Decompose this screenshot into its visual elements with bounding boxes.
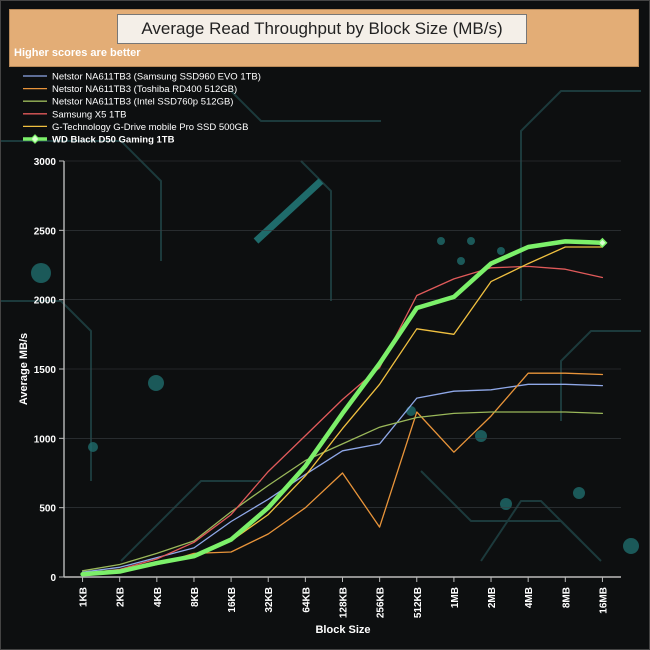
title-banner: Average Read Throughput by Block Size (M… bbox=[9, 9, 639, 67]
x-axis-title: Block Size bbox=[315, 624, 370, 636]
circuit-trace bbox=[480, 500, 582, 562]
chart-axes: 0 500 1000 1500 2000 2500 3000 1KB 2KB 4KB 8KB 16KB… bbox=[34, 157, 621, 618]
y-tick-label: 1000 bbox=[34, 434, 57, 445]
circuit-node bbox=[457, 257, 465, 265]
circuit-trace bbox=[1, 140, 162, 261]
x-tick-label: 64KB bbox=[301, 587, 312, 613]
x-tick-label: 2KB bbox=[116, 587, 127, 607]
series-line bbox=[81, 372, 604, 575]
x-tick-label: 1KB bbox=[79, 587, 90, 607]
circuit-node bbox=[31, 263, 51, 283]
y-tick-label: 2000 bbox=[34, 296, 57, 307]
circuit-trace bbox=[230, 90, 381, 122]
x-tick-label: 128KB bbox=[339, 587, 350, 618]
x-tick-label: 32KB bbox=[264, 587, 275, 613]
legend-entry-label: G-Technology G-Drive mobile Pro SSD 500G… bbox=[52, 122, 248, 133]
x-tick-label: 4KB bbox=[153, 587, 164, 607]
circuit-node bbox=[500, 498, 512, 510]
legend-entry-label: WD Black D50 Gaming 1TB bbox=[52, 135, 175, 146]
y-gridlines bbox=[64, 160, 621, 578]
y-tick-label: 0 bbox=[50, 573, 56, 584]
circuit-trace bbox=[520, 90, 641, 301]
y-tick-label: 2500 bbox=[34, 226, 57, 237]
circuit-trace bbox=[300, 160, 332, 301]
x-tick-label: 16MB bbox=[598, 587, 609, 614]
y-tick-label: 500 bbox=[39, 504, 56, 515]
series-line bbox=[81, 411, 604, 572]
circuit-node bbox=[406, 406, 416, 416]
circuit-trace bbox=[560, 330, 641, 421]
x-tick-label: 16KB bbox=[227, 587, 238, 613]
circuit-node bbox=[475, 430, 487, 442]
series-line bbox=[81, 383, 604, 573]
x-tick-label: 512KB bbox=[413, 587, 424, 618]
x-tick-label: 256KB bbox=[376, 587, 387, 618]
legend-entry-label: Netstor NA611TB3 (Intel SSD760p 512GB) bbox=[52, 97, 233, 108]
x-tick-label: 8KB bbox=[190, 587, 201, 607]
circuit-trace bbox=[253, 178, 324, 244]
circuit-background-decoration bbox=[1, 90, 641, 562]
legend-entry-label: Netstor NA611TB3 (Toshiba RD400 512GB) bbox=[52, 84, 237, 95]
chart-title: Average Read Throughput by Block Size (M… bbox=[117, 14, 527, 44]
y-tick-label: 1500 bbox=[34, 365, 57, 376]
series-line-wd-black-d50 bbox=[80, 239, 605, 577]
x-tick-label: 1MB bbox=[450, 587, 461, 608]
circuit-trace bbox=[120, 480, 261, 562]
x-tick-label: 8MB bbox=[561, 587, 572, 608]
legend-entry-label: Samsung X5 1TB bbox=[52, 109, 126, 120]
circuit-node bbox=[623, 538, 639, 554]
legend: Netstor NA611TB3 (Samsung SSD960 EVO 1TB… bbox=[23, 72, 261, 146]
circuit-node bbox=[88, 442, 98, 452]
y-tick-label: 3000 bbox=[34, 157, 57, 168]
x-tick-label: 4MB bbox=[524, 587, 535, 608]
y-axis-title: Average MB/s bbox=[18, 333, 30, 405]
circuit-node bbox=[148, 375, 164, 391]
series-layer bbox=[80, 237, 608, 577]
series-end-marker bbox=[597, 237, 608, 248]
legend-entry-label: Netstor NA611TB3 (Samsung SSD960 EVO 1TB… bbox=[52, 72, 261, 83]
x-tick-label: 2MB bbox=[487, 587, 498, 608]
circuit-node bbox=[573, 487, 585, 499]
series-line bbox=[81, 265, 604, 575]
circuit-node bbox=[497, 247, 505, 255]
circuit-trace bbox=[1, 300, 92, 481]
circuit-node bbox=[437, 237, 445, 245]
legend-marker bbox=[30, 134, 40, 144]
chart-subtitle: Higher scores are better bbox=[14, 47, 141, 59]
circuit-node bbox=[467, 237, 475, 245]
